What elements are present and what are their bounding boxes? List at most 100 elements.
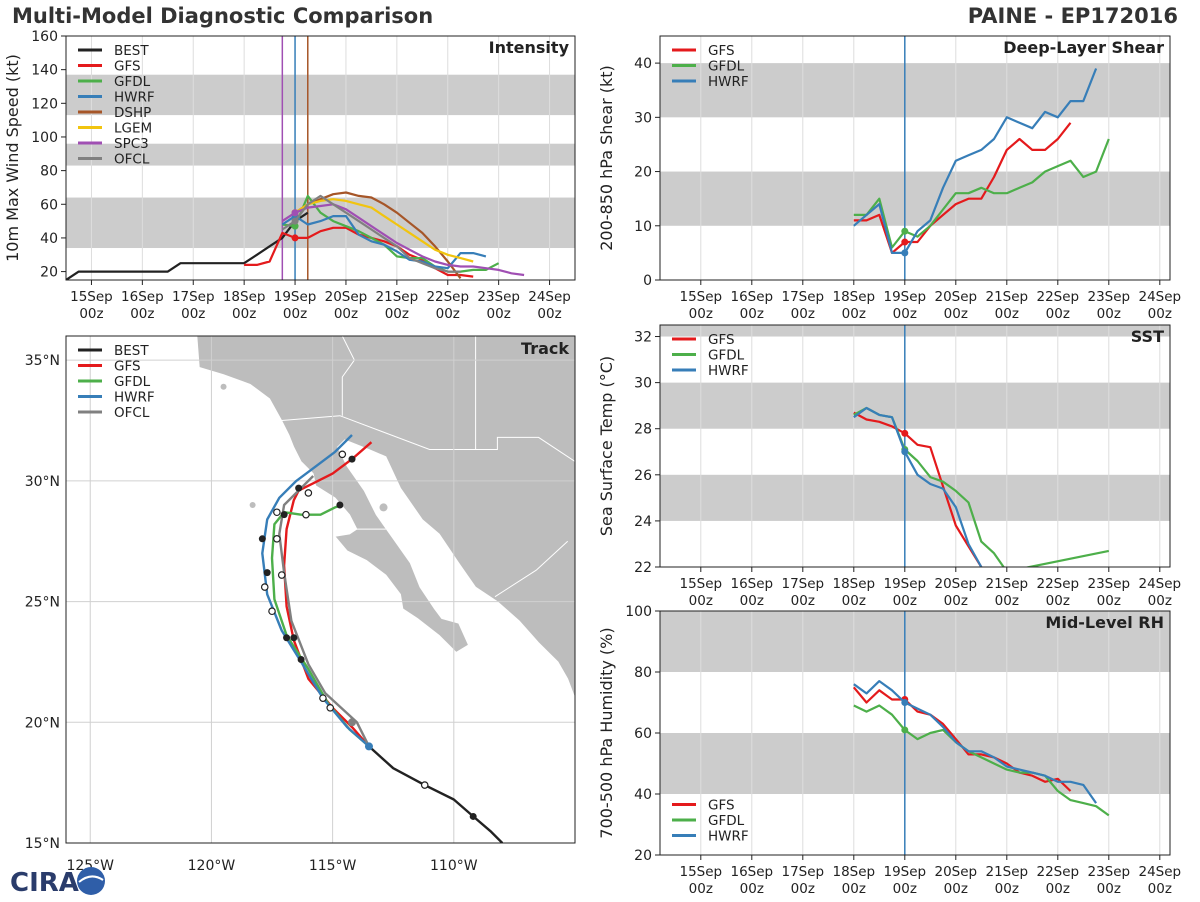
- rh-xtick-date: 22Sep: [1036, 864, 1079, 880]
- intensity-series-group: [66, 191, 525, 280]
- intensity-xtick-date: 23Sep: [477, 289, 520, 305]
- sst-legend-label-gfs: GFS: [708, 332, 735, 348]
- track-ytick-label: 35°N: [25, 353, 60, 369]
- shear-xtick-hour: 00z: [1097, 306, 1121, 322]
- shear-xtick-date: 18Sep: [832, 289, 875, 305]
- sst-ytick-label: 26: [634, 468, 652, 484]
- sst-xtick-hour: 00z: [689, 593, 713, 609]
- intensity-marker-gfs: [291, 234, 299, 242]
- shear-xtick-date: 20Sep: [934, 289, 977, 305]
- shear-xtick-hour: 00z: [842, 306, 866, 322]
- shear-ytick-label: 0: [643, 273, 652, 289]
- sst-ytick-label: 30: [634, 376, 652, 392]
- shear-xtick-date: 15Sep: [679, 289, 722, 305]
- intensity-legend-label-gfdl: GFDL: [114, 74, 151, 90]
- track-marker-ofcl: [348, 718, 357, 727]
- track-marker-open: [273, 508, 281, 517]
- track-marker-open: [420, 781, 429, 789]
- sst-xtick-date: 19Sep: [883, 576, 926, 592]
- sst-legend-label-hwrf: HWRF: [708, 363, 749, 379]
- sst-series-hwrf: [853, 406, 983, 567]
- intensity-xtick-date: 19Sep: [274, 289, 317, 305]
- track-marker-open: [326, 703, 334, 712]
- sst-xtick-hour: 00z: [944, 593, 968, 609]
- intensity-ytick-label: 140: [31, 63, 58, 79]
- rh-xtick-hour: 00z: [842, 881, 866, 897]
- sst-series-group: [853, 406, 1110, 567]
- track-marker-filled: [348, 455, 356, 463]
- intensity-xtick-hour: 00z: [334, 306, 358, 322]
- sst-xtick-hour: 00z: [1046, 593, 1070, 609]
- rh-band-1: [660, 611, 1170, 672]
- rh-xtick-hour: 00z: [740, 881, 764, 897]
- track-xtick-label: 120°W: [188, 858, 236, 874]
- intensity-marker-gfdl: [291, 222, 299, 230]
- shear-marker-gfs: [901, 238, 909, 246]
- track-ytick-label: 20°N: [25, 715, 60, 731]
- track-xtick-label: 115°W: [309, 858, 357, 874]
- intensity-legend-label-spc3: SPC3: [114, 136, 149, 152]
- rh-xtick-date: 18Sep: [832, 864, 875, 880]
- shear-legend-label-gfdl: GFDL: [708, 59, 745, 75]
- sst-band-2: [660, 325, 1170, 337]
- track-marker-filled: [295, 484, 303, 492]
- intensity-ytick-label: 60: [40, 197, 58, 213]
- intensity-marker-spc3: [291, 209, 299, 217]
- rh-ytick-label: 60: [634, 726, 652, 742]
- track-marker-filled: [297, 656, 305, 664]
- intensity-band-2: [66, 74, 575, 116]
- shear-xtick-hour: 00z: [1148, 306, 1172, 322]
- intensity-xtick-date: 18Sep: [223, 289, 266, 305]
- intensity-xtick-date: 24Sep: [528, 289, 571, 305]
- rh-ytick-label: 80: [634, 665, 652, 681]
- intensity-xtick-hour: 00z: [537, 306, 561, 322]
- intensity-series-best: [66, 211, 309, 280]
- intensity-frame: [65, 35, 576, 281]
- shear-xtick-date: 24Sep: [1138, 289, 1181, 305]
- track-marker-open: [319, 694, 327, 702]
- track-legend-label-gfdl: GFDL: [114, 374, 151, 390]
- track-border-sinaloa: [494, 540, 569, 598]
- track-map-area: [66, 336, 575, 843]
- track-legend-label-best: BEST: [114, 343, 149, 359]
- track-marker-filled: [263, 569, 271, 577]
- sst-xtick-date: 16Sep: [730, 576, 773, 592]
- track-legend-label-gfs: GFS: [114, 359, 141, 375]
- intensity-series-spc3: [281, 203, 525, 277]
- rh-xtick-date: 21Sep: [985, 864, 1028, 880]
- sst-marker-gfs: [901, 429, 909, 437]
- shear-xtick-date: 21Sep: [985, 289, 1028, 305]
- rh-xtick-hour: 00z: [893, 881, 917, 897]
- rh-legend-label-gfs: GFS: [708, 798, 735, 814]
- shear-ytick-label: 40: [634, 56, 652, 72]
- rh-series-gfdl: [853, 704, 1110, 817]
- shear-xtick-hour: 00z: [944, 306, 968, 322]
- shear-ytick-label: 20: [634, 165, 652, 181]
- intensity-xtick-hour: 00z: [487, 306, 511, 322]
- track-island-guadalupe: [249, 502, 256, 508]
- sst-xtick-date: 20Sep: [934, 576, 977, 592]
- intensity-xtick-date: 21Sep: [376, 289, 419, 305]
- intensity-xtick-date: 22Sep: [426, 289, 469, 305]
- sst-marker-hwrf: [901, 448, 909, 456]
- track-marker-open: [338, 450, 347, 459]
- main-title: Multi-Model Diagnostic Comparison: [12, 4, 434, 28]
- rh-series-group: [852, 679, 1110, 817]
- intensity-legend-label-hwrf: HWRF: [114, 90, 155, 106]
- intensity-ytick-label: 40: [40, 231, 58, 247]
- rh-xtick-hour: 00z: [1148, 881, 1172, 897]
- track-island-tiburon: [379, 503, 388, 512]
- intensity-xtick-date: 15Sep: [70, 289, 113, 305]
- intensity-xtick-hour: 00z: [436, 306, 460, 322]
- shear-series-group: [853, 68, 1110, 257]
- shear-panel: 01020304015Sep00z16Sep00z17Sep00z18Sep00…: [597, 35, 1181, 322]
- rh-ytick-label: 20: [634, 848, 652, 864]
- rh-xtick-hour: 00z: [1097, 881, 1121, 897]
- rh-xtick-date: 15Sep: [679, 864, 722, 880]
- cira-logo-globe: [77, 867, 105, 895]
